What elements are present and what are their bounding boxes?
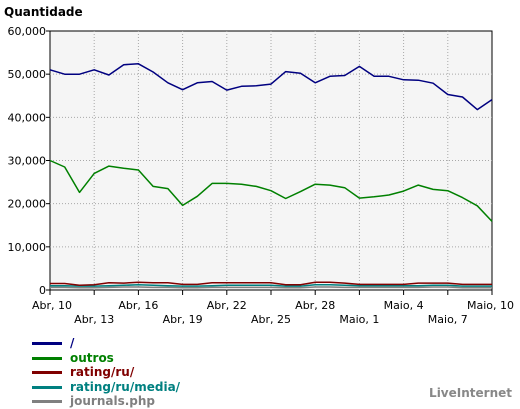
x-tick-label: Abr, 22: [207, 299, 247, 312]
x-tick-label: Maio, 1: [339, 313, 379, 326]
legend-swatch: [32, 371, 62, 374]
brand-label: LiveInternet: [429, 386, 512, 400]
series-line-outros: [49, 159, 493, 222]
line-chart: Quantidade 0 10,000 20,000 30,000 40,000 50,0…: [4, 5, 514, 326]
grid-lines: [50, 31, 492, 290]
legend-label: rating/ru/: [70, 365, 135, 379]
legend-swatch: [32, 342, 62, 345]
x-tick-label: Abr, 13: [74, 313, 114, 326]
legend-label: rating/ru/media/: [70, 379, 181, 394]
x-tick-label: Maio, 7: [428, 313, 468, 326]
y-tick-label: 30,000: [8, 155, 47, 168]
legend-swatch: [32, 400, 62, 403]
legend-swatch: [32, 356, 62, 360]
series-line-rating-ru-media: [50, 284, 492, 287]
legend-label: journals.php: [70, 394, 155, 408]
legend-swatch: [32, 385, 62, 389]
x-tick-label: Abr, 19: [163, 313, 203, 326]
y-axis-title: Quantidade: [4, 5, 83, 19]
series-line-journals-php: [50, 286, 492, 289]
y-tick-label: 60,000: [8, 25, 47, 38]
y-tick-label: 0: [39, 284, 46, 297]
series-line-rating-ru: [50, 281, 492, 287]
y-tick-label: 50,000: [8, 68, 47, 81]
y-axis: 0 10,000 20,000 30,000 40,000 50,000 60,000: [8, 25, 50, 297]
x-tick-label: Abr, 25: [251, 313, 291, 326]
legend-label: /: [70, 336, 75, 350]
y-tick-label: 20,000: [8, 198, 47, 211]
x-tick-label: Abr, 10: [32, 299, 72, 312]
series-lines: [49, 63, 493, 289]
series-line-: [49, 63, 493, 111]
y-tick-label: 40,000: [8, 111, 47, 124]
legend-label: outros: [70, 350, 114, 365]
x-tick-label: Abr, 16: [118, 299, 158, 312]
y-tick-label: 10,000: [8, 241, 47, 254]
x-tick-label: Maio, 10: [467, 299, 514, 312]
x-tick-label: Maio, 4: [384, 299, 424, 312]
x-tick-label: Abr, 28: [295, 299, 335, 312]
